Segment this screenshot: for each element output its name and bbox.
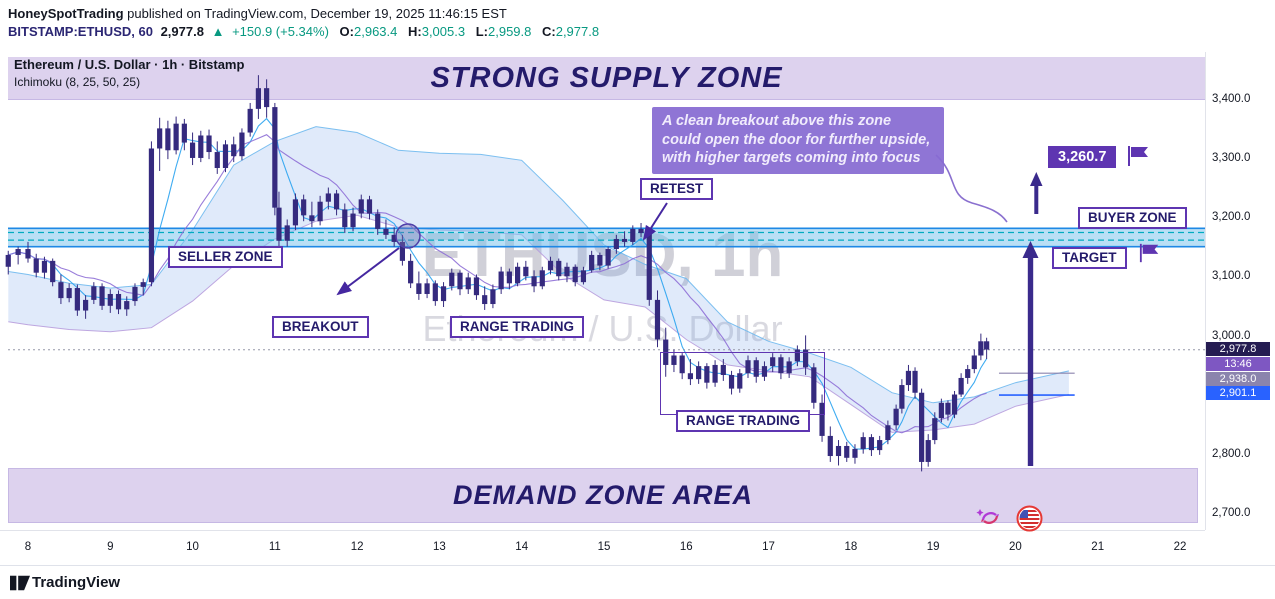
flag-icon	[1139, 242, 1161, 269]
symbol-header: BITSTAMP:ETHUSD, 60 2,977.8 ▲ +150.9 (+5…	[8, 24, 599, 39]
price-tick: 3,300.0	[1212, 152, 1251, 165]
idea-note: A clean breakout above this zone could o…	[652, 107, 944, 174]
breakout-label: BREAKOUT	[272, 316, 369, 338]
price-axis-separator	[1205, 52, 1206, 530]
price-tag: 2,901.1	[1206, 386, 1270, 401]
time-label: 19	[926, 541, 940, 553]
time-label: 22	[1173, 541, 1187, 553]
high-value: 3,005.3	[421, 24, 466, 39]
buyer-zone-label: BUYER ZONE	[1078, 207, 1187, 229]
publish-info: published on TradingView.com, December 1…	[123, 6, 507, 21]
range-trading-box	[660, 352, 825, 415]
tradingview-brand[interactable]: TradingView	[32, 574, 121, 591]
publish-header: HoneySpotTrading published on TradingVie…	[8, 6, 507, 21]
time-label: 9	[107, 541, 114, 553]
low-label: L:	[475, 24, 488, 39]
low-value: 2,959.8	[488, 24, 532, 39]
time-label: 8	[24, 541, 32, 553]
time-label: 20	[1009, 541, 1022, 553]
time-label: 10	[186, 541, 199, 553]
open-value: 2,963.4	[354, 24, 398, 39]
up-arrow-icon: ▲	[211, 24, 225, 39]
note-line: with higher targets coming into focus	[662, 150, 921, 166]
price-tick: 3,000.0	[1212, 329, 1251, 342]
range-trading-label-2: RANGE TRADING	[676, 410, 810, 432]
close-value: 2,977.8	[555, 24, 600, 39]
price-tick: 3,200.0	[1212, 211, 1251, 224]
tradingview-logo-icon[interactable]	[10, 573, 30, 598]
time-label: 18	[844, 541, 858, 553]
price-tick: 2,800.0	[1212, 447, 1251, 460]
supply-zone-banner: STRONG SUPPLY ZONE	[8, 57, 1205, 100]
price-tick: 3,400.0	[1212, 93, 1251, 105]
time-label: 11	[268, 541, 281, 553]
high-label: H:	[408, 24, 422, 39]
chart-legend-indicator: Ichimoku (8, 25, 50, 25)	[14, 75, 141, 89]
swap-arrows-icon	[975, 503, 1005, 538]
demand-zone-text: DEMAND ZONE AREA	[452, 480, 753, 510]
flag-icon	[1127, 144, 1151, 173]
publisher-name: HoneySpotTrading	[8, 6, 124, 21]
time-label: 17	[762, 541, 775, 553]
supply-zone-text: STRONG SUPPLY ZONE	[430, 61, 783, 94]
retest-label: RETEST	[640, 178, 714, 200]
seller-zone-label: SELLER ZONE	[168, 246, 283, 268]
us-flag-icon	[1016, 505, 1043, 537]
close-label: C:	[542, 24, 556, 39]
target-label: TARGET	[1052, 247, 1127, 269]
time-label: 14	[515, 541, 529, 553]
footer-bar: TradingView	[0, 565, 1275, 599]
note-line: A clean breakout above this zone	[662, 113, 892, 129]
time-label: 15	[597, 541, 611, 553]
price-tag: 2,977.8	[1206, 342, 1270, 357]
time-label: 13	[433, 541, 446, 553]
time-label: 12	[350, 541, 364, 553]
range-trading-label-1: RANGE TRADING	[450, 316, 584, 338]
time-label: 16	[679, 541, 693, 553]
price-tick: 2,700.0	[1212, 506, 1251, 519]
time-label: 21	[1091, 541, 1105, 553]
price-tag: 2,938.0	[1206, 371, 1270, 386]
chart-legend-title: Ethereum / U.S. Dollar · 1h · Bitstamp	[14, 57, 245, 72]
watermark-name: Ethereum / U.S. Dollar	[422, 308, 783, 349]
target-price-box: 3,260.7	[1048, 146, 1117, 168]
price-tag: 13:46	[1206, 356, 1270, 371]
note-line: could open the door for further upside,	[662, 131, 931, 148]
price-tick: 3,100.0	[1212, 270, 1251, 283]
symbol-name: BITSTAMP:ETHUSD, 60	[8, 24, 153, 39]
last-price: 2,977.8	[160, 24, 204, 39]
demand-zone-banner: DEMAND ZONE AREA	[8, 468, 1198, 523]
open-label: O:	[339, 24, 354, 39]
price-change: +150.9 (+5.34%)	[232, 24, 329, 39]
time-axis-separator	[0, 530, 1205, 531]
